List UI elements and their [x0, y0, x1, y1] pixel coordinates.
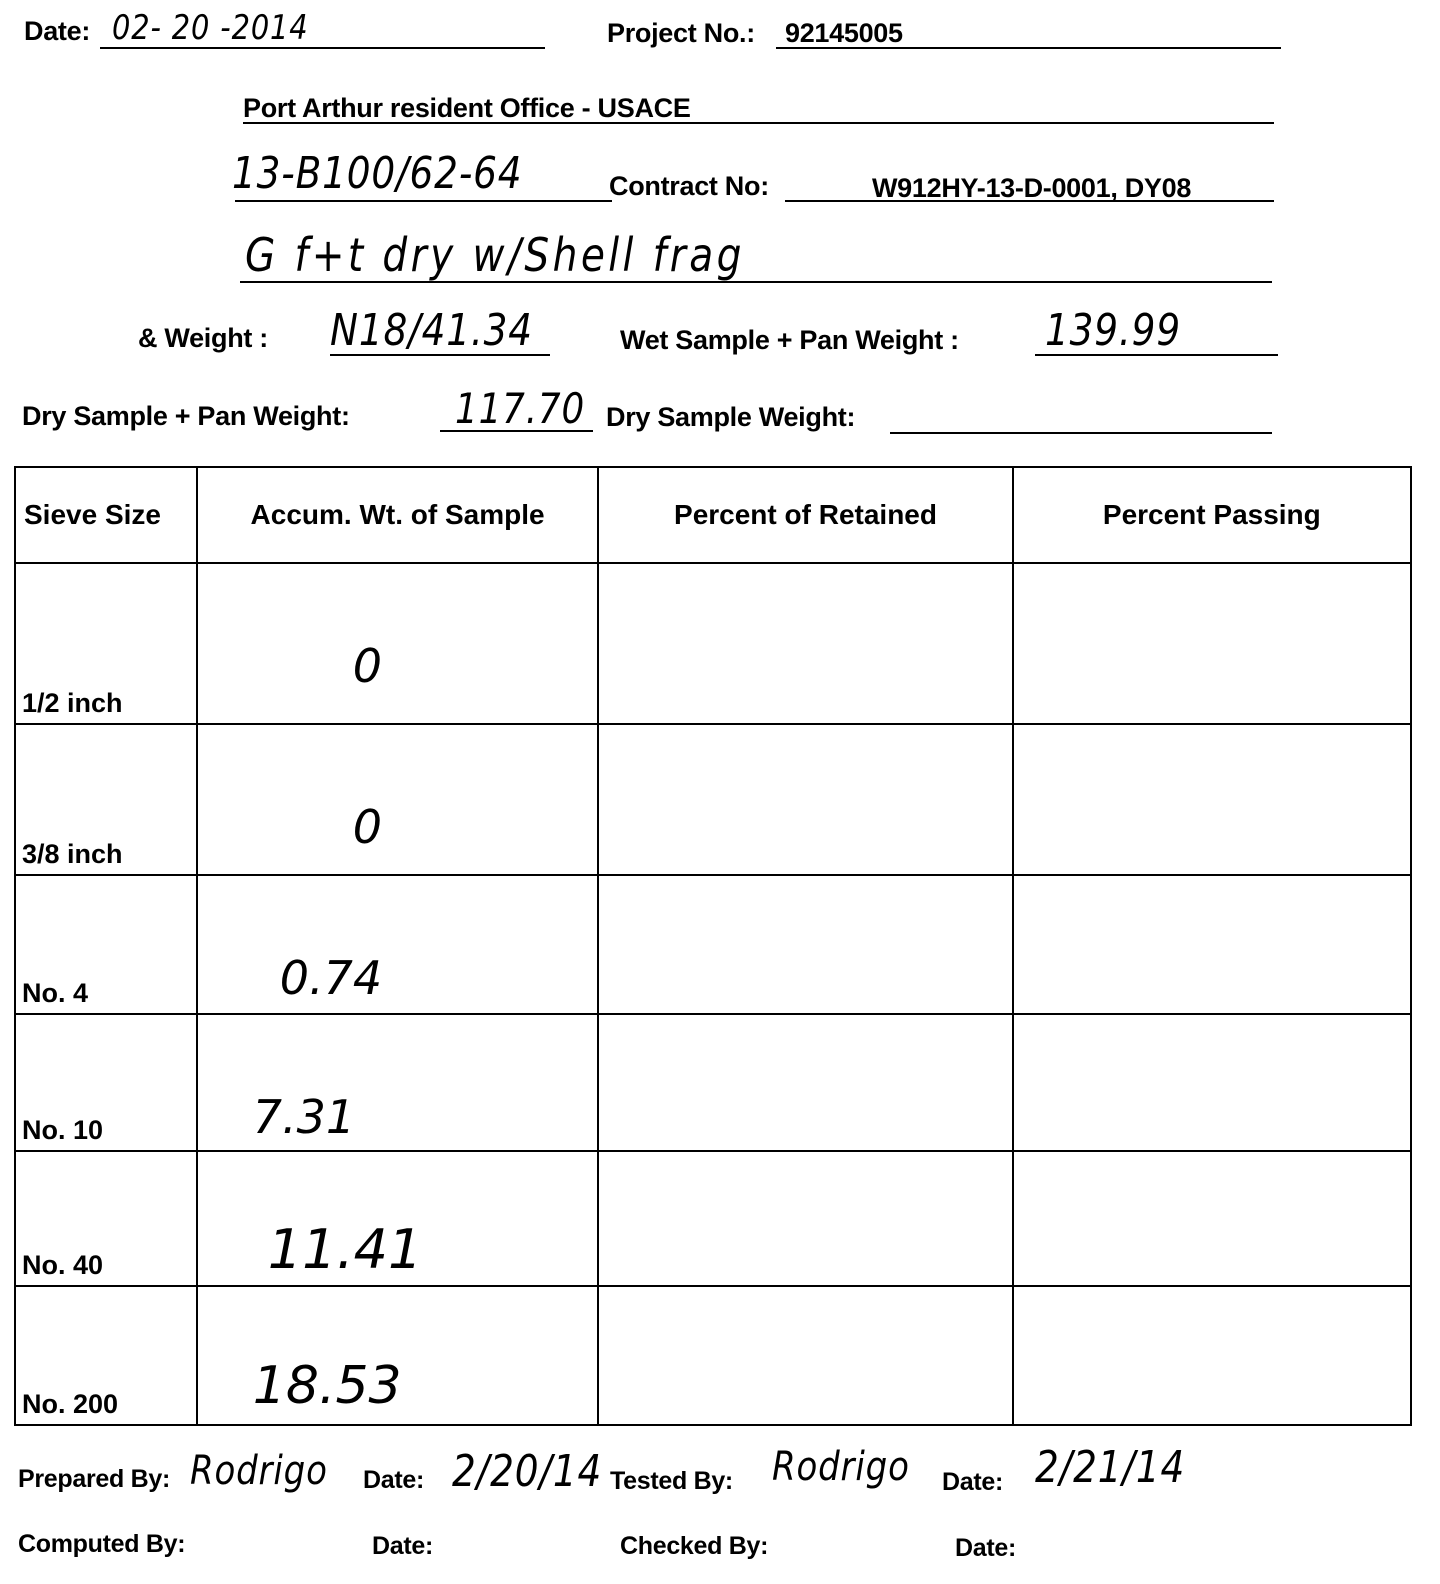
- weight-underline: [330, 354, 550, 356]
- project-underline: [776, 47, 1281, 49]
- description-value: G f+t dry w/Shell frag: [245, 228, 745, 282]
- prepared-date-label: Date:: [363, 1466, 425, 1494]
- project-label: Project No.:: [607, 18, 755, 48]
- table-row: 3/8 inch 0: [14, 723, 1413, 876]
- office-name: Port Arthur resident Office - USACE: [243, 93, 691, 123]
- percent-retained: [597, 723, 1014, 876]
- percent-passing: [1011, 1150, 1413, 1287]
- wet-weight-label: Wet Sample + Pan Weight :: [620, 325, 959, 355]
- table-row: No. 200 18.53: [14, 1285, 1413, 1426]
- percent-passing: [1011, 1013, 1413, 1152]
- percent-retained: [597, 1285, 1014, 1426]
- weight-value: N18/41.34: [330, 305, 533, 356]
- dry-pan-underline: [440, 430, 593, 432]
- accum-weight: 0: [195, 723, 600, 876]
- accum-weight: 18.53: [195, 1285, 600, 1426]
- accum-weight: 0.74: [195, 874, 600, 1015]
- office-underline: [243, 122, 1274, 124]
- project-value: 92145005: [785, 18, 903, 48]
- prepared-by-label: Prepared By:: [18, 1465, 171, 1493]
- sieve-size: 1/2 inch: [14, 562, 198, 725]
- percent-passing: [1011, 562, 1413, 725]
- table-row: 1/2 inch 0: [14, 562, 1413, 725]
- accum-weight: 11.41: [195, 1150, 600, 1287]
- table-row: No. 10 7.31: [14, 1013, 1413, 1152]
- dry-pan-value: 117.70: [455, 384, 586, 433]
- sieve-size: No. 40: [14, 1150, 198, 1287]
- sieve-size: No. 4: [14, 874, 198, 1015]
- column-header: Accum. Wt. of Sample: [195, 466, 600, 564]
- contract-underline: [785, 200, 1274, 202]
- checked-date-label: Date:: [955, 1534, 1017, 1562]
- dry-pan-label: Dry Sample + Pan Weight:: [22, 401, 350, 431]
- column-header: Sieve Size: [14, 466, 198, 564]
- table-header-row: Sieve Size Accum. Wt. of Sample Percent …: [14, 466, 1413, 564]
- tested-by-label: Tested By:: [610, 1467, 733, 1495]
- dry-weight-label: Dry Sample Weight:: [606, 402, 856, 432]
- column-header: Percent of Retained: [597, 466, 1014, 564]
- prepared-by-signature: Rodrigo: [190, 1448, 328, 1494]
- column-header: Percent Passing: [1011, 466, 1413, 564]
- table-row: No. 40 11.41: [14, 1150, 1413, 1287]
- date-label: Date:: [24, 16, 91, 46]
- table-row: No. 4 0.74: [14, 874, 1413, 1015]
- tested-by-signature: Rodrigo: [772, 1444, 910, 1490]
- wet-weight-underline: [1035, 354, 1278, 356]
- percent-retained: [597, 874, 1014, 1015]
- contract-label: Contract No:: [609, 171, 769, 201]
- description-underline: [240, 281, 1272, 283]
- accum-weight: 0: [195, 562, 600, 725]
- boring-underline: [235, 200, 612, 202]
- contract-value: W912HY-13-D-0001, DY08: [872, 173, 1192, 203]
- date-underline: [100, 47, 545, 49]
- sieve-size: No. 10: [14, 1013, 198, 1152]
- dry-weight-underline: [890, 432, 1272, 434]
- boring-value: 13-B100/62-64: [232, 148, 523, 199]
- percent-passing: [1011, 874, 1413, 1015]
- computed-date-label: Date:: [372, 1532, 434, 1560]
- prepared-date-value: 2/20/14: [452, 1446, 603, 1497]
- sieve-size: No. 200: [14, 1285, 198, 1426]
- date-value: 02- 20 -2014: [112, 8, 309, 48]
- sieve-size: 3/8 inch: [14, 723, 198, 876]
- sieve-table: Sieve Size Accum. Wt. of Sample Percent …: [14, 466, 1413, 1426]
- checked-by-label: Checked By:: [620, 1532, 769, 1560]
- tested-date-label: Date:: [942, 1468, 1004, 1496]
- percent-retained: [597, 1013, 1014, 1152]
- computed-by-label: Computed By:: [18, 1530, 186, 1558]
- percent-passing: [1011, 723, 1413, 876]
- percent-passing: [1011, 1285, 1413, 1426]
- weight-label: & Weight :: [138, 323, 268, 353]
- percent-retained: [597, 1150, 1014, 1287]
- tested-date-value: 2/21/14: [1035, 1442, 1186, 1493]
- wet-weight-value: 139.99: [1045, 305, 1181, 356]
- accum-weight: 7.31: [195, 1013, 600, 1152]
- percent-retained: [597, 562, 1014, 725]
